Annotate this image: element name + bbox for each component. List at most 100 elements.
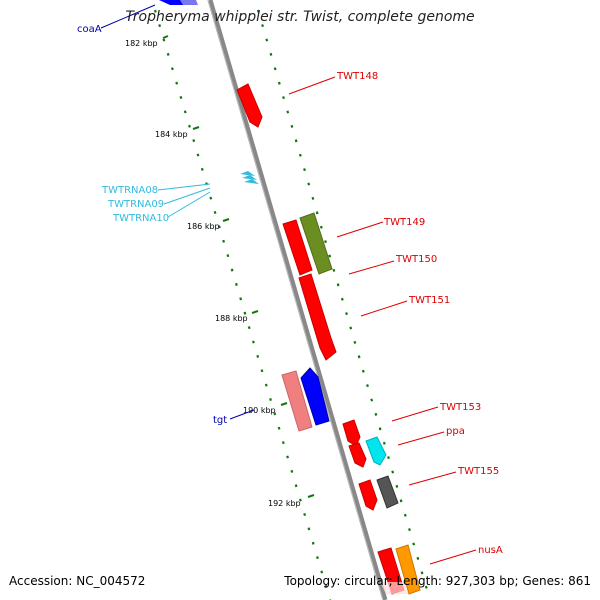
leader-line [100, 4, 156, 29]
ruler-dot [256, 354, 260, 358]
gene-nusA-b[interactable] [395, 544, 421, 595]
leader-line [391, 406, 439, 422]
ruler-dot [179, 95, 183, 99]
outer-dot [315, 211, 319, 215]
outer-dot [424, 585, 428, 589]
label-twt149[interactable]: TWT149 [383, 217, 425, 228]
gene-twt155-b[interactable] [376, 475, 399, 509]
ruler-tick-label: 190 kbp [243, 406, 276, 415]
label-twtrna08[interactable]: TWTRNA08 [101, 185, 158, 196]
ruler-tick [162, 35, 169, 39]
outer-dot [277, 81, 281, 85]
trna-cluster[interactable] [240, 171, 259, 184]
outer-dot [345, 312, 348, 316]
outer-dot [273, 67, 277, 71]
trna-twtrna09[interactable] [242, 175, 257, 180]
ruler-tick-label: 182 kbp [125, 39, 158, 48]
leader-line [288, 76, 336, 95]
ruler-dot [252, 340, 255, 344]
ruler-dot [324, 584, 328, 588]
ruler-dot [153, 9, 157, 13]
label-nusA[interactable]: nusA [478, 545, 503, 556]
label-twt148[interactable]: TWT148 [336, 71, 378, 82]
leader-line [167, 191, 211, 218]
genome-backbone-highlight [207, 0, 384, 600]
label-twt153[interactable]: TWT153 [439, 402, 481, 413]
outer-dot [290, 124, 294, 128]
outer-dot [412, 542, 416, 546]
gene-twt150[interactable] [282, 219, 313, 276]
label-twtrna09[interactable]: TWTRNA09 [107, 199, 164, 210]
outer-dot [361, 369, 365, 373]
ruler-dot [281, 441, 285, 445]
ruler-tick [222, 218, 230, 222]
ruler-dot [298, 498, 302, 502]
gene-twt151[interactable] [298, 273, 337, 361]
genome-backbone [207, 0, 388, 600]
label-twt155[interactable]: TWT155 [457, 466, 499, 477]
outer-dot [395, 484, 399, 488]
outer-dot [403, 513, 407, 517]
ruler-dot [158, 24, 162, 28]
outer-dot [307, 182, 311, 186]
gene-twt148[interactable] [236, 83, 263, 128]
outer-dot [265, 38, 269, 42]
ruler-tick-labels: 182 kbp 184 kbp 186 kbp 188 kbp 190 kbp … [125, 35, 315, 508]
trna-twtrna08[interactable] [240, 171, 255, 176]
ruler-dot [162, 38, 166, 42]
ruler-dot [196, 153, 200, 157]
leader-line [157, 183, 211, 191]
ruler-dot [188, 124, 191, 128]
gene-twt149[interactable] [299, 212, 333, 275]
label-coaA[interactable]: coaA [77, 24, 102, 35]
ruler-dot [316, 556, 319, 560]
gene-twt153-a[interactable] [342, 419, 361, 447]
ruler-dot [183, 110, 187, 114]
ruler-dot [171, 67, 174, 71]
ruler-dot [286, 455, 289, 459]
outer-dot [382, 441, 386, 445]
ruler-dot [217, 225, 221, 229]
gene-twt153-b[interactable] [348, 442, 367, 468]
outer-dot [349, 326, 353, 330]
ruler-tick [192, 126, 200, 130]
ruler-dot [239, 297, 243, 301]
ruler-tick-label: 186 kbp [187, 222, 220, 231]
gene-coaA[interactable] [159, 0, 198, 5]
ruler-dot [234, 282, 238, 286]
ruler-tick-label: 188 kbp [215, 314, 248, 323]
label-twt151[interactable]: TWT151 [408, 295, 450, 306]
outer-dot [311, 196, 315, 200]
trna-twtrna10[interactable] [244, 179, 259, 184]
gene-twt155-a[interactable] [358, 479, 378, 511]
outer-dot [269, 52, 273, 56]
label-twt150[interactable]: TWT150 [395, 254, 437, 265]
ruler-track [153, 9, 332, 600]
outer-dot [420, 571, 424, 575]
gene-ppa[interactable] [365, 436, 387, 466]
label-ppa[interactable]: ppa [446, 426, 465, 437]
outer-dot [298, 153, 302, 157]
outer-dot [286, 110, 290, 114]
label-tgt[interactable]: tgt [213, 415, 227, 426]
gene-nusA-c[interactable] [380, 582, 408, 594]
ruler-dot [264, 383, 268, 387]
outer-dot [294, 139, 298, 143]
outer-track [256, 9, 428, 589]
outer-dot [319, 225, 323, 229]
ruler-dot [213, 211, 217, 215]
ruler-dot [303, 513, 307, 517]
leader-line [229, 409, 255, 420]
outer-dot [353, 340, 357, 344]
outer-dot [357, 355, 361, 359]
ruler-tick-label: 184 kbp [155, 130, 188, 139]
label-twtrna10[interactable]: TWTRNA10 [112, 213, 169, 224]
gene-tgt[interactable] [300, 367, 330, 426]
outer-dot [328, 254, 332, 258]
ruler-dot [200, 167, 204, 171]
gene-pink[interactable] [281, 370, 313, 432]
ruler-dot [222, 239, 226, 243]
leader-line [360, 300, 408, 317]
outer-dot [408, 528, 411, 532]
